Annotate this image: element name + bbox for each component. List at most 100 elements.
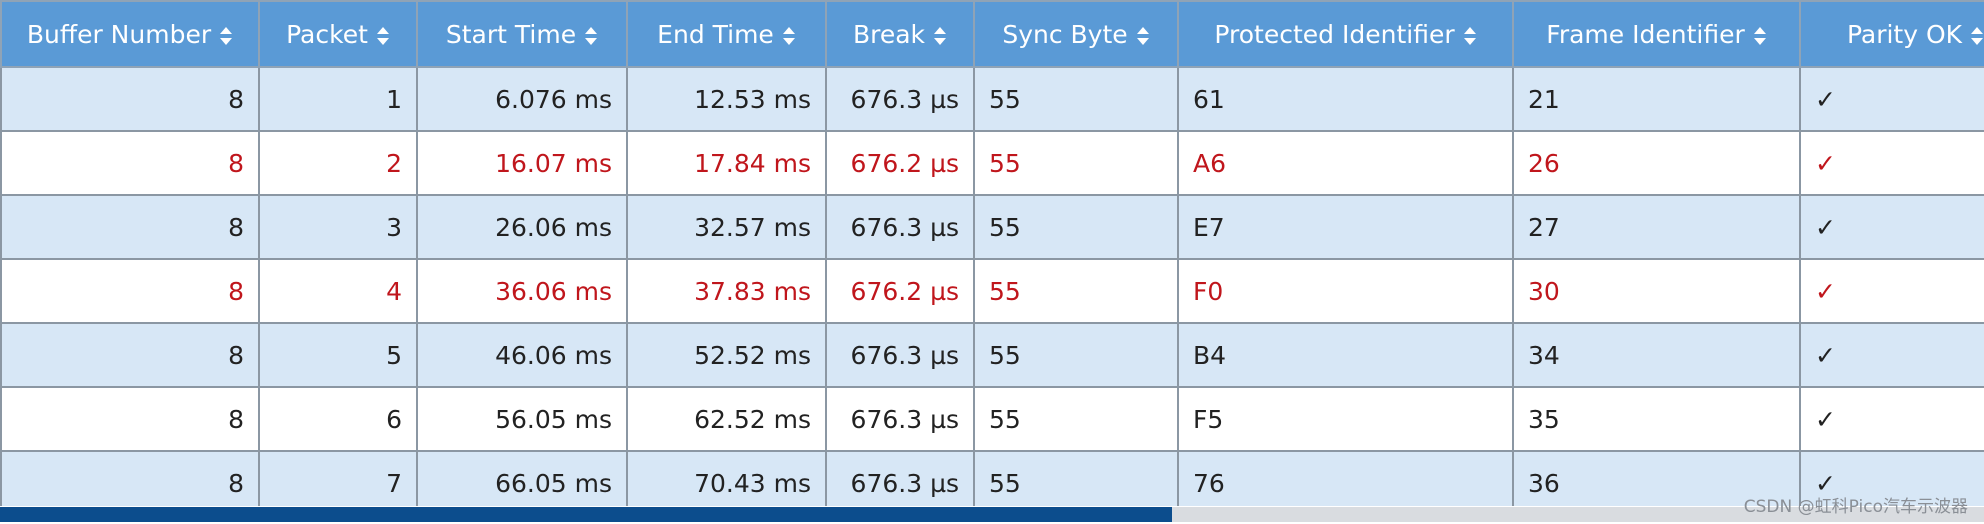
table-cell: 36 [1512, 450, 1801, 506]
table-cell: 676.3 µs [825, 194, 975, 260]
table-cell: 2 [258, 130, 418, 196]
table-cell: 55 [973, 130, 1179, 196]
table-cell: 27 [1512, 194, 1801, 260]
column-header[interactable]: Start Time [416, 0, 628, 68]
table-cell: 66.05 ms [416, 450, 628, 506]
table-cell: 8 [0, 450, 260, 506]
sort-icon[interactable] [1970, 25, 1984, 47]
column-header[interactable]: Frame Identifier [1512, 0, 1801, 68]
table-cell: 8 [0, 386, 260, 452]
table-container: Buffer Number Packet Start Time End Time Bre… [0, 0, 1984, 506]
table-cell: 30 [1512, 258, 1801, 324]
table-row[interactable]: 8 6 56.05 ms 62.52 ms 676.3 µs 55 F5 35 ✓ [0, 386, 1984, 452]
table-cell: 8 [0, 194, 260, 260]
table-cell: 55 [973, 322, 1179, 388]
column-title: Sync Byte [1002, 19, 1128, 49]
column-header[interactable]: Buffer Number [0, 0, 260, 68]
table-cell: 676.3 µs [825, 450, 975, 506]
table-cell: F5 [1177, 386, 1514, 452]
table-row[interactable]: 8 2 16.07 ms 17.84 ms 676.2 µs 55 A6 26 ✓ [0, 130, 1984, 196]
table-cell: 55 [973, 258, 1179, 324]
table-cell: 70.43 ms [626, 450, 827, 506]
column-header[interactable]: Break [825, 0, 975, 68]
table-cell: 46.06 ms [416, 322, 628, 388]
column-title: Protected Identifier [1214, 19, 1455, 49]
column-header[interactable]: Sync Byte [973, 0, 1179, 68]
table-cell: 55 [973, 386, 1179, 452]
table-cell: 676.2 µs [825, 130, 975, 196]
table-cell: 676.2 µs [825, 258, 975, 324]
sort-icon[interactable] [1463, 25, 1477, 47]
table-cell: 1 [258, 66, 418, 132]
table-row[interactable]: 8 7 66.05 ms 70.43 ms 676.3 µs 55 76 36 ✓ [0, 450, 1984, 506]
table-cell: 55 [973, 66, 1179, 132]
table-cell: 8 [0, 130, 260, 196]
table-cell: ✓ [1799, 322, 1984, 388]
table-cell: ✓ [1799, 450, 1984, 506]
column-title: Buffer Number [26, 19, 212, 49]
table-cell: E7 [1177, 194, 1514, 260]
table-row[interactable]: 8 1 6.076 ms 12.53 ms 676.3 µs 55 61 21 ✓ [0, 66, 1984, 132]
table-cell: ✓ [1799, 130, 1984, 196]
table-cell: 36.06 ms [416, 258, 628, 324]
sort-icon[interactable] [584, 25, 598, 47]
sort-icon[interactable] [1136, 25, 1150, 47]
table-body: 8 1 6.076 ms 12.53 ms 676.3 µs 55 61 21 ✓ 8 2 16.07… [0, 66, 1984, 506]
table-cell: 6.076 ms [416, 66, 628, 132]
table-cell: 21 [1512, 66, 1801, 132]
watermark: CSDN @虹科Pico汽车示波器 [1743, 497, 1968, 517]
table-cell: 34 [1512, 322, 1801, 388]
table-cell: ✓ [1799, 66, 1984, 132]
column-header[interactable]: Packet [258, 0, 418, 68]
table-cell: 32.57 ms [626, 194, 827, 260]
table-cell: 56.05 ms [416, 386, 628, 452]
header-row: Buffer Number Packet Start Time End Time Bre… [0, 0, 1984, 68]
table-cell: 16.07 ms [416, 130, 628, 196]
sort-icon[interactable] [933, 25, 947, 47]
table-cell: 52.52 ms [626, 322, 827, 388]
data-table: Buffer Number Packet Start Time End Time Bre… [0, 0, 1984, 506]
table-cell: F0 [1177, 258, 1514, 324]
column-title: Start Time [445, 19, 577, 49]
table-row[interactable]: 8 4 36.06 ms 37.83 ms 676.2 µs 55 F0 30 ✓ [0, 258, 1984, 324]
table-cell: 4 [258, 258, 418, 324]
scrollbar-thumb[interactable] [0, 507, 1172, 522]
table-cell: A6 [1177, 130, 1514, 196]
column-header[interactable]: Parity OK [1799, 0, 1984, 68]
table-cell: B4 [1177, 322, 1514, 388]
column-title: Break [852, 19, 926, 49]
horizontal-scrollbar[interactable] [0, 507, 1984, 522]
table-cell: 5 [258, 322, 418, 388]
table-cell: 61 [1177, 66, 1514, 132]
column-header[interactable]: End Time [626, 0, 827, 68]
table-cell: 37.83 ms [626, 258, 827, 324]
table-cell: ✓ [1799, 258, 1984, 324]
table-row[interactable]: 8 5 46.06 ms 52.52 ms 676.3 µs 55 B4 34 ✓ [0, 322, 1984, 388]
table-cell: ✓ [1799, 386, 1984, 452]
sort-icon[interactable] [219, 25, 233, 47]
table-row[interactable]: 8 3 26.06 ms 32.57 ms 676.3 µs 55 E7 27 ✓ [0, 194, 1984, 260]
sort-icon[interactable] [376, 25, 390, 47]
table-cell: 17.84 ms [626, 130, 827, 196]
column-title: Parity OK [1846, 19, 1963, 49]
table-cell: 6 [258, 386, 418, 452]
table-cell: 8 [0, 66, 260, 132]
column-title: End Time [657, 19, 774, 49]
table-cell: 26.06 ms [416, 194, 628, 260]
table-cell: 8 [0, 322, 260, 388]
sort-icon[interactable] [1753, 25, 1767, 47]
table-cell: 3 [258, 194, 418, 260]
table-cell: 12.53 ms [626, 66, 827, 132]
column-title: Frame Identifier [1546, 19, 1745, 49]
table-cell: 35 [1512, 386, 1801, 452]
sort-icon[interactable] [782, 25, 796, 47]
table-cell: 676.3 µs [825, 322, 975, 388]
column-header[interactable]: Protected Identifier [1177, 0, 1514, 68]
table-cell: 7 [258, 450, 418, 506]
table-cell: 8 [0, 258, 260, 324]
table-cell: ✓ [1799, 194, 1984, 260]
table-cell: 76 [1177, 450, 1514, 506]
table-cell: 26 [1512, 130, 1801, 196]
column-title: Packet [286, 19, 368, 49]
